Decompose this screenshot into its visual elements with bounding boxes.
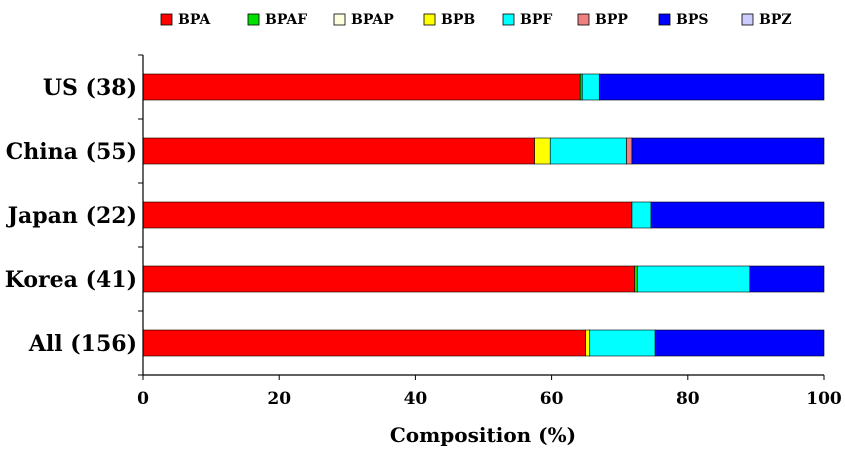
category-label-all-156: All (156)	[28, 331, 137, 357]
bar-us-38-bpa	[142, 73, 581, 101]
bar-japan-22-bpf	[631, 201, 652, 229]
legend-label-bpp: BPP	[595, 12, 628, 28]
bar-japan-22-bpa	[142, 201, 633, 229]
legend-label-bps: BPS	[676, 12, 708, 28]
legend-swatch-bpf	[502, 13, 515, 26]
legend-swatch-bpaf	[247, 13, 260, 26]
category-label-korea-41: Korea (41)	[5, 267, 137, 293]
legend-label-bpap: BPAP	[351, 12, 394, 28]
bar-all-156-bpb	[585, 329, 591, 357]
x-tick-label: 60	[540, 389, 564, 409]
legend-label-bpb: BPB	[441, 12, 475, 28]
legend-swatch-bpp	[577, 13, 590, 26]
x-axis-title: Composition (%)	[390, 423, 576, 447]
bars-group: US (38) China (55) Japan (22) Korea (41) All…	[5, 73, 825, 357]
legend-label-bpaf: BPAF	[265, 12, 307, 28]
legend-swatch-bpb	[423, 13, 436, 26]
bar-china-55-bpf	[549, 137, 627, 165]
bar-korea-41-bpaf	[634, 265, 638, 293]
legend: BPA BPAF BPAP BPB BPF BPP BPS BPZ	[160, 12, 792, 28]
legend-swatch-bpz	[741, 13, 754, 26]
bar-china-55-bpa	[142, 137, 535, 165]
bar-all-156-bpf	[589, 329, 656, 357]
x-tick-label: 0	[137, 389, 149, 409]
category-label-china-55: China (55)	[6, 139, 137, 165]
bar-japan-22-bps	[650, 201, 825, 229]
bar-china-55-bpb	[534, 137, 551, 165]
bar-us-38-bpaf	[579, 73, 583, 101]
bar-korea-41-bpf	[637, 265, 751, 293]
legend-label-bpz: BPZ	[759, 12, 792, 28]
legend-label-bpf: BPF	[520, 12, 552, 28]
bar-us-38-bpf	[581, 73, 600, 101]
bar-all-156-bps	[654, 329, 825, 357]
bar-all-156-bpa	[142, 329, 586, 357]
category-label-us-38: US (38)	[43, 75, 137, 101]
bar-korea-41-bps	[749, 265, 825, 293]
legend-swatch-bpap	[333, 13, 346, 26]
bar-us-38-bps	[598, 73, 825, 101]
x-tick-label: 100	[806, 389, 842, 409]
legend-swatch-bps	[658, 13, 671, 26]
bar-china-55-bpp	[626, 137, 633, 165]
x-tick-label: 20	[267, 389, 291, 409]
bar-china-55-bps	[631, 137, 825, 165]
legend-label-bpa: BPA	[178, 12, 211, 28]
bar-korea-41-bpa	[142, 265, 635, 293]
category-label-japan-22: Japan (22)	[6, 203, 137, 229]
x-tick-label: 80	[676, 389, 700, 409]
axes-group: 0 20 40 60 80 100	[137, 54, 842, 409]
legend-swatch-bpa	[160, 13, 173, 26]
x-tick-label: 40	[404, 389, 428, 409]
